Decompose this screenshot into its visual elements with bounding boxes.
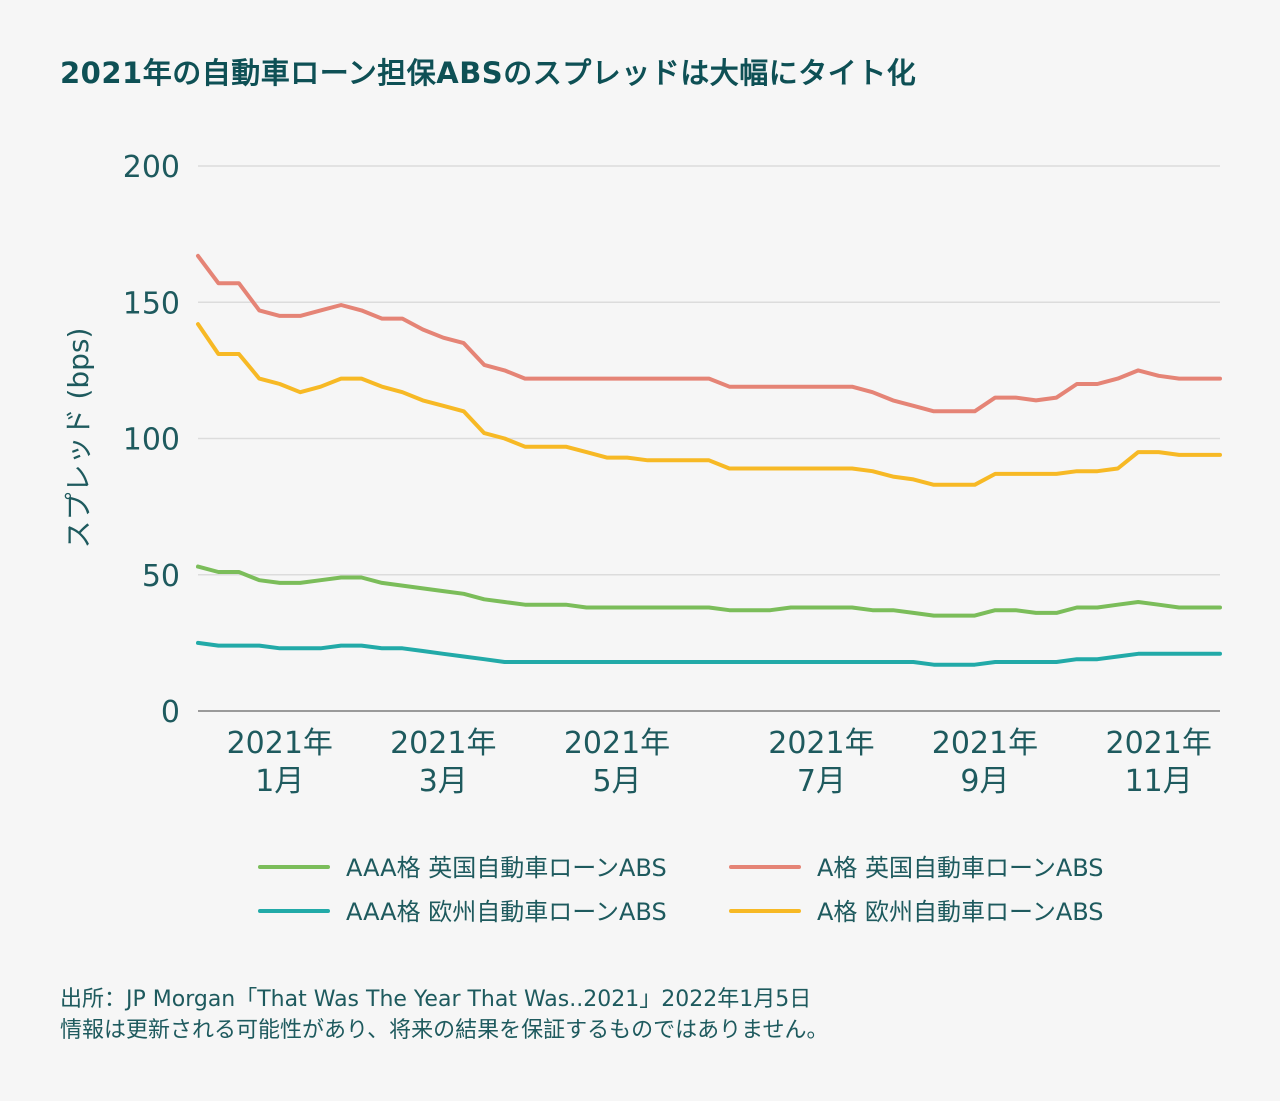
x-tick-label-month: 1月 [255, 764, 304, 799]
legend-label: AAA格 英国自動車ローンABS [346, 854, 667, 882]
series-line-1 [196, 564, 1222, 618]
y-tick-label: 200 [123, 150, 180, 185]
y-tick-label: 150 [123, 286, 180, 321]
x-tick-label-year: 2021年 [932, 726, 1038, 761]
series-line-4 [196, 322, 1222, 487]
y-tick-label: 0 [161, 695, 180, 730]
legend-item: AAA格 欧州自動車ローンABS [258, 898, 667, 926]
x-tick-label-year: 2021年 [1106, 726, 1212, 761]
y-tick-label: 50 [142, 559, 180, 594]
y-axis-label: スプレッド (bps) [62, 328, 95, 549]
legend-item: A格 英国自動車ローンABS [729, 854, 1104, 882]
source-note: 出所：JP Morgan「That Was The Year That Was.… [60, 984, 828, 1046]
y-axis-ticks: 0 50 100 150 200 [123, 150, 180, 730]
x-tick-label-month: 5月 [592, 764, 641, 799]
x-axis-ticks: 2021年1月2021年3月2021年5月2021年7月2021年9月2021年… [227, 726, 1212, 799]
source-line-1: 出所：JP Morgan「That Was The Year That Was.… [60, 987, 812, 1012]
x-tick-label-month: 3月 [419, 764, 468, 799]
legend-item: AAA格 英国自動車ローンABS [258, 854, 667, 882]
legend-item: A格 欧州自動車ローンABS [729, 898, 1104, 926]
legend-label: A格 欧州自動車ローンABS [817, 898, 1104, 926]
x-tick-label-year: 2021年 [768, 726, 874, 761]
legend: AAA格 英国自動車ローンABS A格 英国自動車ローンABS AAA格 欧州自動車… [258, 854, 1104, 926]
legend-label: AAA格 欧州自動車ローンABS [346, 898, 667, 926]
grid-lines [198, 165, 1220, 712]
chart-title: 2021年の自動車ローン担保ABSのスプレッドは大幅にタイト化 [60, 56, 917, 90]
x-tick-label-month: 9月 [960, 764, 1009, 799]
source-line-2: 情報は更新される可能性があり、将来の結果を保証するものではありません。 [60, 1018, 829, 1043]
x-tick-label-month: 11月 [1125, 764, 1193, 799]
x-tick-label-year: 2021年 [390, 726, 496, 761]
x-tick-label-year: 2021年 [227, 726, 333, 761]
x-tick-label-year: 2021年 [564, 726, 670, 761]
x-tick-label-month: 7月 [797, 764, 846, 799]
y-tick-label: 100 [123, 423, 180, 458]
series-lines [196, 253, 1222, 667]
series-line-3 [196, 253, 1222, 414]
legend-label: A格 英国自動車ローンABS [817, 854, 1104, 882]
series-line-2 [196, 640, 1222, 667]
